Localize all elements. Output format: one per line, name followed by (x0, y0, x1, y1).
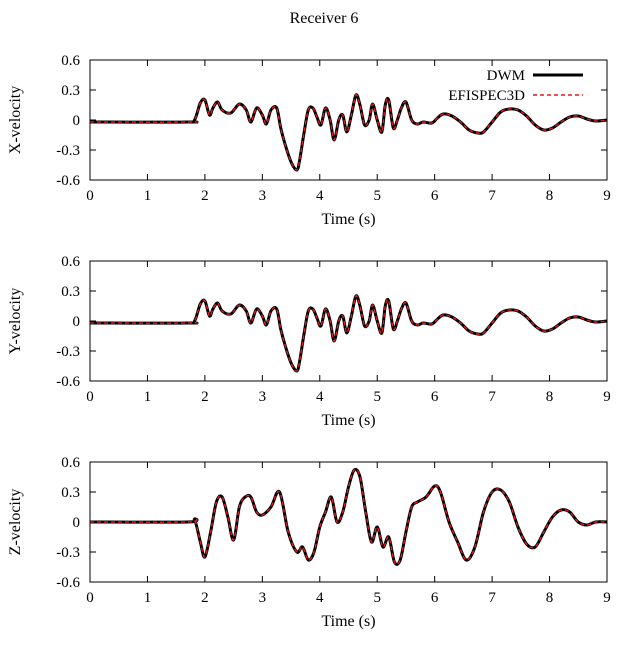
x-tick-label: 3 (259, 389, 267, 405)
y-tick-label: 0.3 (61, 83, 80, 99)
x-tick-label: 3 (259, 188, 267, 204)
x-tick-label: 8 (546, 188, 554, 204)
y-axis-label: Z-velocity (7, 489, 24, 556)
panel-3: 0 1 2 3 4 5 6 7 8 9 0.6 0.3 0 -0.3 -0.6 Time (s) Z-veloc… (7, 455, 611, 630)
x-tick-label: 7 (488, 389, 496, 405)
y-tick-label: -0.6 (56, 575, 80, 591)
y-tick-label: 0.6 (61, 254, 80, 270)
x-tick-label: 3 (259, 590, 267, 606)
x-tick-label: 8 (546, 389, 554, 405)
x-tick-label: 9 (603, 389, 611, 405)
y-axis-label: Y-velocity (7, 288, 24, 355)
y-tick-label: 0.3 (61, 485, 80, 501)
x-tick-label: 6 (431, 590, 439, 606)
series-line-efispec3d (89, 94, 608, 171)
x-tick-label: 0 (86, 389, 94, 405)
y-tick-label: -0.3 (56, 545, 80, 561)
x-tick-label: 4 (316, 389, 324, 405)
x-tick-label: 6 (431, 188, 439, 204)
x-axis-label: Time (s) (321, 412, 375, 429)
series-line-dwm (89, 294, 608, 373)
y-tick-label: 0 (73, 113, 81, 129)
series-line-dwm (89, 93, 608, 172)
plot-frame (89, 461, 608, 583)
panel-2: 0 1 2 3 4 5 6 7 8 9 0.6 0.3 0 -0.3 -0.6 Time (s) Y-veloc… (7, 254, 611, 429)
x-tick-label: 2 (201, 590, 209, 606)
panel-1: 0 1 2 3 4 5 6 7 8 9 0.6 0.3 0 -0.3 -0.6 Time (s) X-veloc… (7, 53, 611, 228)
legend: DWM EFISPEC3D (448, 68, 583, 104)
x-tick-label: 7 (488, 188, 496, 204)
x-axis-label: Time (s) (321, 613, 375, 630)
x-tick-label: 2 (201, 188, 209, 204)
x-tick-label: 1 (144, 590, 152, 606)
series-line-efispec3d (89, 468, 608, 566)
plot-frame (89, 59, 608, 181)
y-tick-label: -0.3 (56, 143, 80, 159)
y-tick-label: -0.6 (56, 374, 80, 390)
x-tick-label: 5 (373, 389, 381, 405)
y-tick-label: 0.6 (61, 455, 80, 471)
y-axis-label: X-velocity (7, 86, 24, 154)
y-tick-label: 0 (73, 515, 81, 531)
figure-title: Receiver 6 (290, 10, 359, 27)
legend-label: EFISPEC3D (448, 88, 525, 104)
legend-label: DWM (487, 68, 525, 84)
plot-frame (89, 260, 608, 382)
x-tick-label: 1 (144, 188, 152, 204)
x-tick-label: 4 (316, 188, 324, 204)
x-tick-label: 5 (373, 188, 381, 204)
y-tick-label: 0 (73, 314, 81, 330)
x-axis-label: Time (s) (321, 211, 375, 228)
x-tick-label: 5 (373, 590, 381, 606)
series-line-dwm (89, 467, 608, 566)
x-tick-label: 6 (431, 389, 439, 405)
x-tick-label: 8 (546, 590, 554, 606)
x-tick-label: 9 (603, 590, 611, 606)
x-tick-label: 7 (488, 590, 496, 606)
y-tick-label: -0.6 (56, 173, 80, 189)
y-tick-label: 0.6 (61, 53, 80, 69)
series-line-efispec3d (89, 295, 608, 372)
y-tick-label: 0.3 (61, 284, 80, 300)
x-tick-label: 0 (86, 188, 94, 204)
x-tick-label: 0 (86, 590, 94, 606)
x-tick-label: 9 (603, 188, 611, 204)
x-tick-label: 1 (144, 389, 152, 405)
x-tick-label: 2 (201, 389, 209, 405)
x-tick-label: 4 (316, 590, 324, 606)
y-tick-label: -0.3 (56, 344, 80, 360)
